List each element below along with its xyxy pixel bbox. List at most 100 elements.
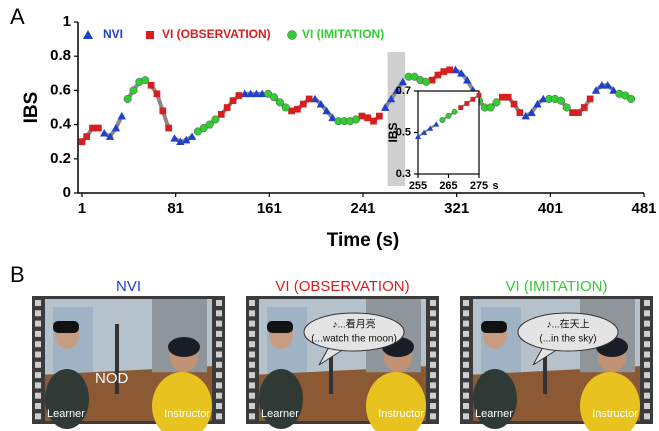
- marker: [505, 94, 512, 101]
- sprocket-hole: [35, 393, 41, 399]
- legend-label: NVI: [103, 27, 123, 41]
- y-tick-label: 0.2: [50, 150, 71, 167]
- sprocket-hole: [35, 382, 41, 388]
- marker: [230, 97, 237, 104]
- sprocket-hole: [216, 393, 222, 399]
- sprocket-hole: [463, 331, 469, 337]
- marker: [517, 109, 524, 116]
- sprocket-hole: [430, 393, 436, 399]
- sprocket-hole: [430, 413, 436, 419]
- learner-label: Learner: [47, 408, 85, 420]
- sprocket-hole: [216, 382, 222, 388]
- sprocket-hole: [463, 372, 469, 378]
- sprocket-hole: [430, 362, 436, 368]
- sprocket-hole: [644, 403, 650, 409]
- marker: [300, 101, 307, 108]
- x-tick-label: 321: [444, 200, 469, 217]
- sprocket-hole: [430, 341, 436, 347]
- legend-label: VI (OBSERVATION): [162, 27, 271, 41]
- marker: [440, 117, 445, 122]
- marker: [511, 101, 518, 108]
- y-tick-label: 0: [63, 184, 71, 201]
- sprocket-hole: [249, 352, 255, 358]
- sprocket-hole: [35, 362, 41, 368]
- x-tick-label: 81: [167, 200, 184, 217]
- learner-label: Learner: [261, 408, 299, 420]
- instructor-cap: [168, 337, 200, 357]
- sprocket-hole: [463, 382, 469, 388]
- panel-title: VI (OBSERVATION): [275, 278, 409, 295]
- marker: [118, 112, 126, 120]
- marker: [352, 116, 360, 124]
- sprocket-hole: [216, 362, 222, 368]
- sprocket-hole: [644, 362, 650, 368]
- panel-letter: A: [10, 4, 25, 29]
- instructor-label: Instructor: [378, 408, 424, 420]
- marker: [364, 114, 371, 121]
- sprocket-hole: [35, 403, 41, 409]
- page: {"chart_data":[ {"type":"line","x_label"…: [0, 0, 659, 431]
- series-line: [128, 77, 631, 132]
- marker: [581, 104, 588, 111]
- marker: [282, 104, 290, 112]
- bubble-text: ♪...看月亮: [332, 318, 375, 331]
- legend-marker: [83, 30, 93, 39]
- marker: [452, 109, 457, 114]
- sprocket-hole: [249, 331, 255, 337]
- marker: [422, 78, 430, 86]
- marker: [563, 104, 571, 112]
- sprocket-hole: [463, 341, 469, 347]
- sprocket-hole: [644, 413, 650, 419]
- marker: [218, 111, 225, 118]
- sprocket-hole: [644, 310, 650, 316]
- marker: [471, 97, 476, 102]
- x-tick-label: 265: [439, 180, 457, 192]
- panel-title: VI (IMITATION): [506, 278, 608, 295]
- y-tick-label: 0.8: [50, 47, 71, 64]
- marker: [165, 125, 172, 132]
- marker: [83, 133, 90, 140]
- sprocket-hole: [644, 393, 650, 399]
- y-tick-label: 0.3: [396, 168, 411, 180]
- learner-cap: [53, 321, 79, 333]
- sprocket-hole: [249, 300, 255, 306]
- sprocket-hole: [644, 331, 650, 337]
- marker: [575, 109, 582, 116]
- marker: [464, 101, 469, 106]
- sprocket-hole: [430, 331, 436, 337]
- marker: [376, 113, 383, 120]
- sprocket-hole: [463, 413, 469, 419]
- x-tick-label: 275: [470, 180, 488, 192]
- sprocket-hole: [216, 341, 222, 347]
- y-axis-label: IBS: [386, 122, 400, 142]
- sprocket-hole: [249, 310, 255, 316]
- sprocket-hole: [216, 300, 222, 306]
- sprocket-hole: [644, 352, 650, 358]
- sprocket-hole: [430, 321, 436, 327]
- sprocket-hole: [644, 341, 650, 347]
- plot-frame: [418, 91, 479, 174]
- learner-cap: [481, 321, 507, 333]
- marker: [458, 105, 463, 110]
- marker: [587, 96, 594, 103]
- marker: [499, 94, 506, 101]
- sprocket-hole: [249, 413, 255, 419]
- sprocket-hole: [644, 382, 650, 388]
- y-tick-label: 1: [63, 13, 71, 30]
- sprocket-hole: [35, 321, 41, 327]
- x-axis-label: Time (s): [327, 230, 400, 251]
- nod-label: NOD: [95, 370, 129, 387]
- sprocket-hole: [249, 382, 255, 388]
- marker: [627, 95, 635, 103]
- sprocket-hole: [249, 362, 255, 368]
- x-axis-label: s: [492, 180, 498, 192]
- sprocket-hole: [249, 341, 255, 347]
- sprocket-hole: [430, 352, 436, 358]
- legend-marker: [146, 31, 154, 39]
- sprocket-hole: [644, 372, 650, 378]
- legend-marker: [288, 31, 297, 40]
- panel-title: NVI: [116, 278, 141, 295]
- x-tick-label: 255: [409, 180, 427, 192]
- sprocket-hole: [35, 352, 41, 358]
- sprocket-hole: [430, 403, 436, 409]
